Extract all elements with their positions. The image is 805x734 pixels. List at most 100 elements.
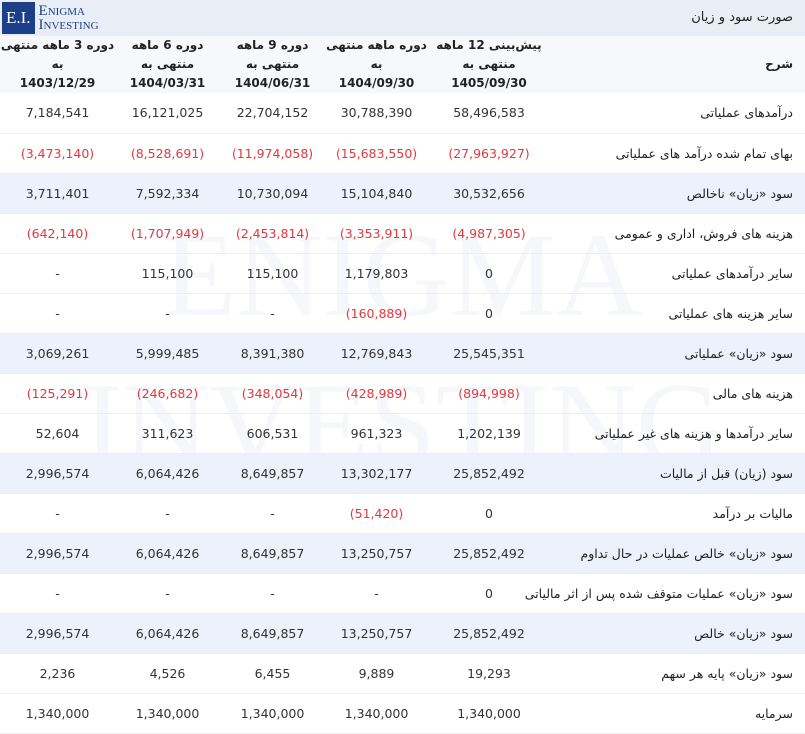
column-date: 1404/09/30	[338, 76, 415, 90]
value-cell: (642,140)	[0, 213, 115, 253]
table-row: سود «زیان» عملیات متوقف شده پس از اثر ما…	[0, 573, 805, 613]
value: 4,526	[149, 665, 186, 681]
value-cell: -	[220, 493, 325, 533]
value-cell: -	[115, 293, 220, 333]
value: (11,974,058)	[231, 145, 314, 161]
value: (4,987,305)	[452, 225, 526, 241]
value: -	[374, 585, 379, 601]
value-cell: (8,528,691)	[115, 133, 220, 173]
value-cell: 1,340,000	[0, 693, 115, 733]
value: (3,353,911)	[339, 225, 414, 241]
row-label: سایر درآمدهای عملیاتی	[671, 265, 793, 281]
value: 1,340,000	[344, 705, 409, 721]
value: (27,963,927)	[448, 145, 530, 161]
table-row: هزینه های فروش، اداری و عمومی (4,987,305)…	[0, 213, 805, 253]
value: 6,455	[254, 665, 291, 681]
value-cell: 961,323	[325, 413, 428, 453]
value-cell: (246,682)	[115, 373, 220, 413]
value-cell: -	[220, 293, 325, 333]
column-heading: دوره 3 ماهه منتهی به 1403/12/29	[0, 36, 115, 93]
value-cell: 58,496,583	[428, 93, 550, 133]
value: 25,852,492	[453, 625, 525, 641]
value-cell: 15,104,840	[325, 173, 428, 213]
value: 1,179,803	[344, 265, 409, 281]
value-cell: 6,064,426	[115, 613, 220, 653]
value: (51,420)	[349, 505, 404, 521]
table-row: سود (زیان) قبل از مالیات 25,852,492 13,302…	[0, 453, 805, 493]
value: (348,054)	[241, 385, 304, 401]
value: 311,623	[141, 425, 194, 441]
value-cell: 8,649,857	[220, 533, 325, 573]
value-cell: (348,054)	[220, 373, 325, 413]
value: 1,340,000	[135, 705, 200, 721]
row-label: سود «زیان» عملیات متوقف شده پس از اثر ما…	[524, 585, 793, 601]
value-cell: -	[115, 573, 220, 613]
row-label: سایر درآمدها و هزینه های غیر عملیاتی	[594, 425, 793, 441]
table-row: سرمایه 1,340,000 1,340,000 1,340,000 1,340,0…	[0, 693, 805, 733]
value: (642,140)	[26, 225, 89, 241]
value: (1,707,949)	[130, 225, 205, 241]
value-cell: 19,293	[428, 653, 550, 693]
value-cell: 25,852,492	[428, 613, 550, 653]
value-cell: (3,353,911)	[325, 213, 428, 253]
table-row: بهای تمام شده درآمد های عملیاتی (27,963,9…	[0, 133, 805, 173]
table-row: هزینه های مالی (894,998) (428,989) (348,054…	[0, 373, 805, 413]
row-label: سود «زیان» خالص	[694, 625, 793, 641]
value-cell: 1,340,000	[115, 693, 220, 733]
value: (246,682)	[136, 385, 199, 401]
value: -	[55, 305, 60, 321]
value-cell: (428,989)	[325, 373, 428, 413]
logo-mark: E.I.	[2, 2, 35, 34]
value-cell: -	[220, 573, 325, 613]
value-cell: 25,852,492	[428, 453, 550, 493]
value: 2,996,574	[25, 545, 90, 561]
value: 1,340,000	[240, 705, 305, 721]
value-cell: 7,184,541	[0, 93, 115, 133]
value: 30,532,656	[453, 185, 525, 201]
value-cell: 6,455	[220, 653, 325, 693]
column-date: 1403/12/29	[19, 76, 96, 90]
value-cell: (3,473,140)	[0, 133, 115, 173]
value: -	[165, 585, 170, 601]
value-cell: -	[0, 253, 115, 293]
value: 0	[485, 305, 493, 321]
value-cell: -	[0, 493, 115, 533]
row-label: سرمایه	[754, 705, 793, 721]
row-label: سود «زیان» پایه هر سهم	[661, 665, 793, 681]
value: 30,788,390	[340, 105, 413, 121]
column-date: 1404/03/31	[129, 76, 206, 90]
value-cell: 13,250,757	[325, 613, 428, 653]
value: 8,649,857	[240, 545, 305, 561]
table-row: سود «زیان» خالص 25,852,492 13,250,757 8,649…	[0, 613, 805, 653]
value: 2,236	[39, 665, 76, 681]
value: 8,391,380	[240, 345, 305, 361]
value-cell: 0	[428, 253, 550, 293]
value-cell: 5,999,485	[115, 333, 220, 373]
value: 7,592,334	[135, 185, 200, 201]
value-cell: 8,649,857	[220, 453, 325, 493]
value-cell: 25,545,351	[428, 333, 550, 373]
value: (15,683,550)	[335, 145, 418, 161]
value: 115,100	[141, 265, 194, 281]
column-title: دوره 3 ماهه منتهی به	[0, 38, 115, 71]
value-cell: 22,704,152	[220, 93, 325, 133]
value: -	[270, 305, 275, 321]
value: 115,100	[246, 265, 299, 281]
value: 25,852,492	[453, 545, 525, 561]
value: 2,996,574	[25, 465, 90, 481]
value: 25,545,351	[453, 345, 525, 361]
value: 3,711,401	[25, 185, 90, 201]
value: 961,323	[350, 425, 403, 441]
value: (160,889)	[345, 305, 408, 321]
column-date: 1405/09/30	[451, 76, 527, 90]
row-label: سود «زیان» ناخالص	[686, 185, 793, 201]
value-cell: 2,996,574	[0, 453, 115, 493]
value: 1,202,139	[457, 425, 521, 441]
value: -	[165, 505, 170, 521]
logo-name: Enigma Investing	[38, 3, 99, 33]
column-date: 1404/06/31	[234, 76, 311, 90]
value: (3,473,140)	[20, 145, 95, 161]
value-cell: 30,788,390	[325, 93, 428, 133]
value: 13,250,757	[340, 625, 413, 641]
